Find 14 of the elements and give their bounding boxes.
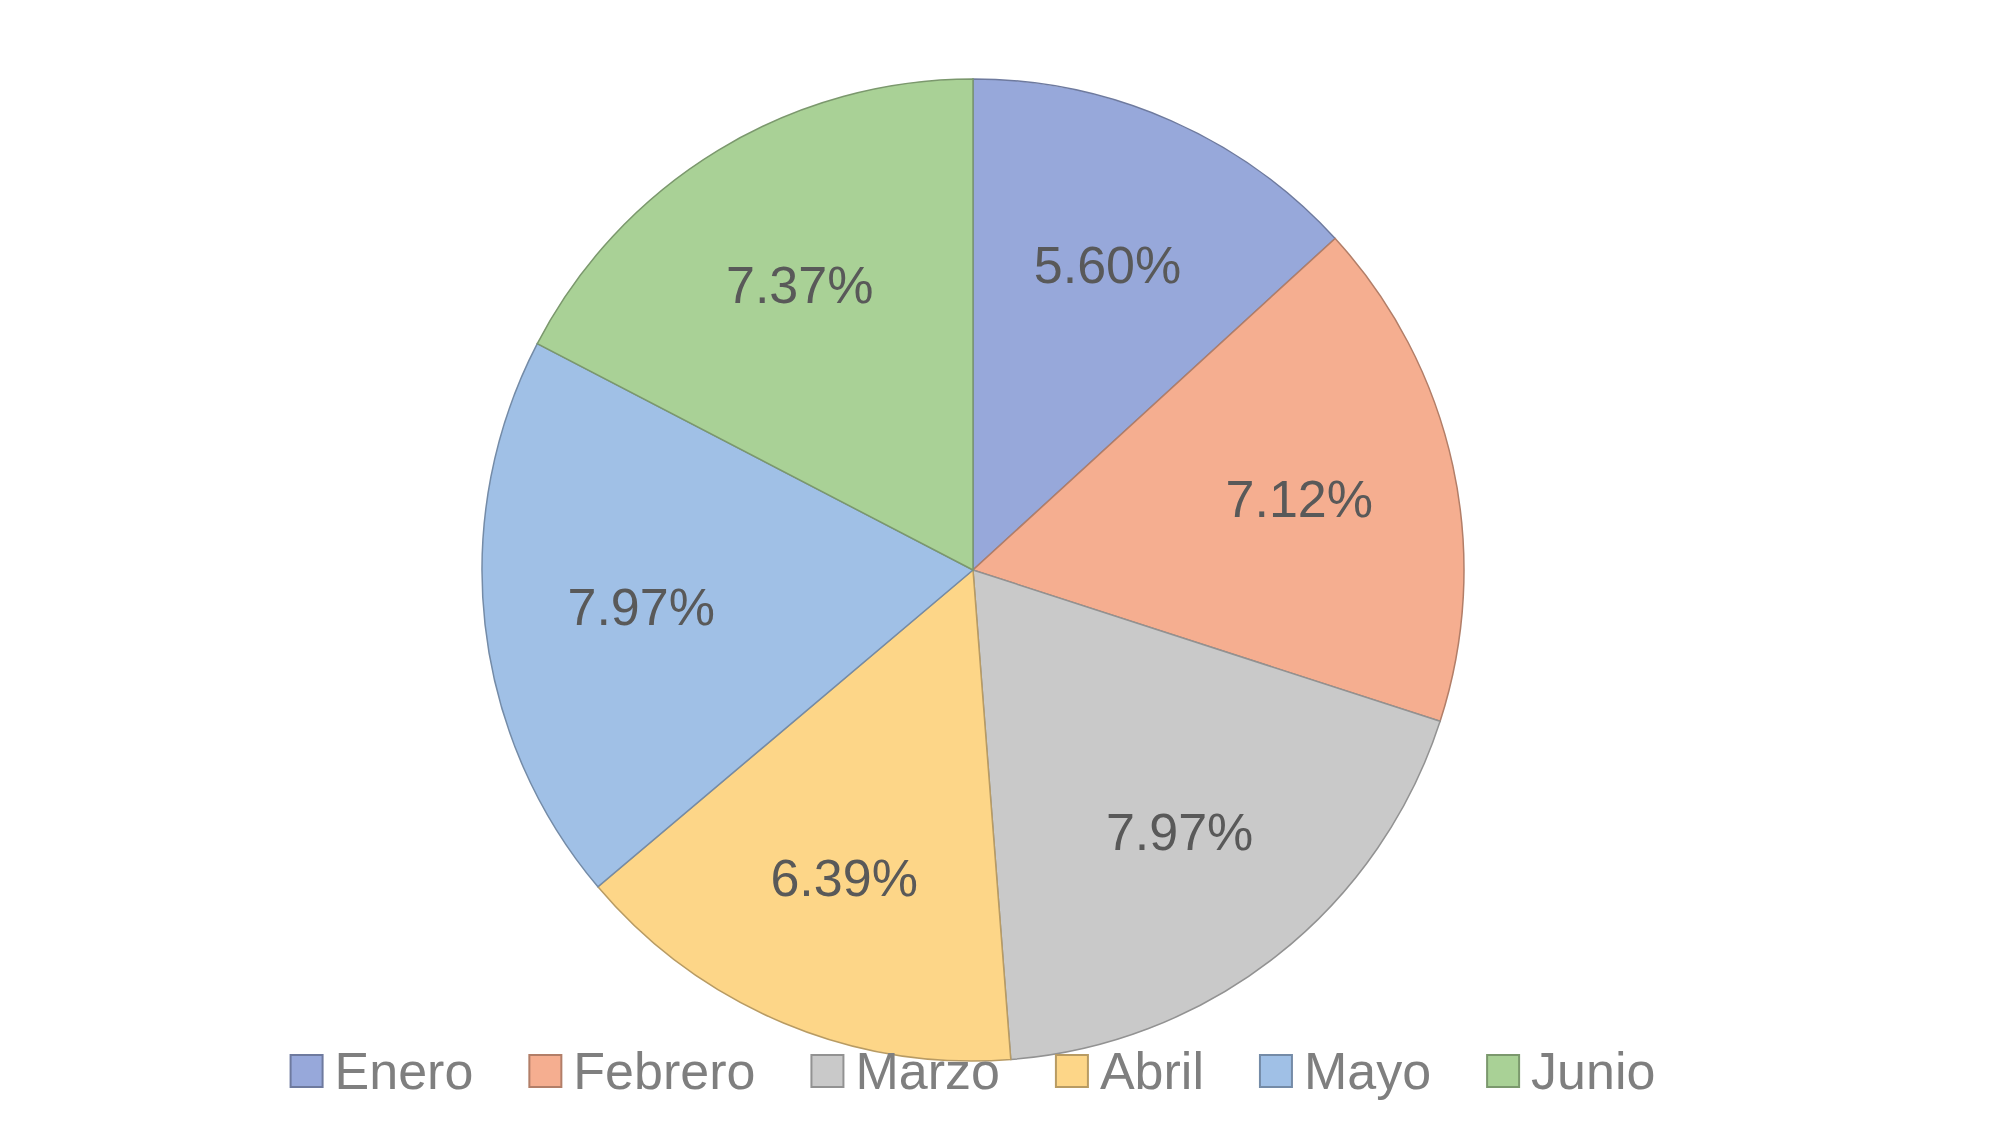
pie-slice <box>536 78 974 571</box>
legend-label: Junio <box>1531 1042 1656 1101</box>
data-label: 5.60% <box>1033 235 1182 294</box>
data-label: 7.12% <box>1225 470 1373 529</box>
legend-label: Febrero <box>573 1042 756 1101</box>
data-label: 7.37% <box>725 255 874 314</box>
legend-label: Abril <box>1099 1042 1204 1101</box>
data-label: 7.97% <box>1105 803 1254 862</box>
legend-label: Mayo <box>1303 1042 1432 1101</box>
pie-slice <box>972 237 1465 723</box>
legend-label: Marzo <box>855 1042 1000 1101</box>
data-label: 6.39% <box>770 849 918 908</box>
data-label: 7.97% <box>567 578 715 637</box>
legend-label: Enero <box>334 1042 474 1101</box>
